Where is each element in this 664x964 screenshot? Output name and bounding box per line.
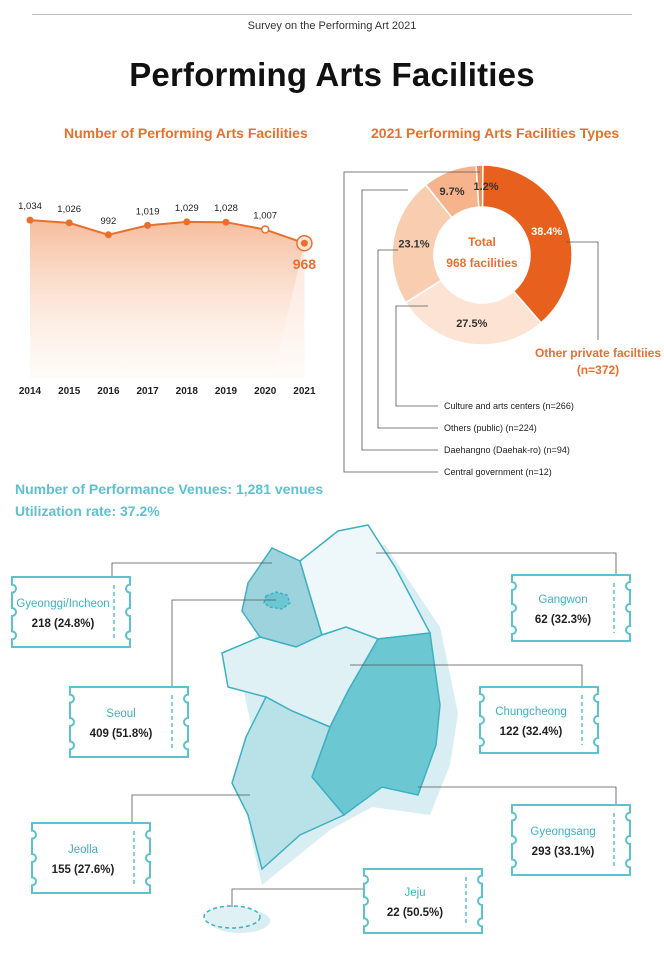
connector-gangwon xyxy=(376,552,617,575)
region-ticket xyxy=(511,804,631,876)
survey-label: Survey on the Performing Art 2021 xyxy=(247,20,417,32)
line-point xyxy=(260,225,270,234)
donut-chart: 38.4% 27.5% 23.1% 9.7% 1.2% Total 968 facili… xyxy=(343,164,661,477)
utilization-rate: Utilization rate: 37.2% xyxy=(15,503,160,519)
region-ticket xyxy=(479,686,599,754)
region-value: 218 (24.8%) xyxy=(32,618,95,630)
connector-jeju xyxy=(231,888,364,907)
region-value: 155 (27.6%) xyxy=(52,864,115,876)
connector-gyeonggi xyxy=(111,562,272,577)
donut-slice-label: 1.2% xyxy=(473,181,498,193)
region-gangwon xyxy=(299,524,432,640)
region-name: Jeolla xyxy=(68,844,99,856)
legend-central: Central government (n=12) xyxy=(444,467,552,477)
donut-slice-label: 23.1% xyxy=(398,238,429,250)
region-ticket xyxy=(11,576,131,648)
leader-line-others xyxy=(377,249,438,429)
region-ticket xyxy=(69,686,189,758)
region-ticket xyxy=(363,868,483,934)
line-data-label: 1,029 xyxy=(175,203,199,214)
line-data-label: 1,019 xyxy=(136,206,160,217)
x-tick-label: 2017 xyxy=(136,386,159,397)
region-value: 409 (51.8%) xyxy=(90,728,153,740)
line-data-label: 1,007 xyxy=(253,211,277,222)
x-tick-label: 2018 xyxy=(176,386,199,397)
legend-culture: Culture and arts centers (n=266) xyxy=(444,401,574,411)
line-point xyxy=(144,221,152,229)
line-point xyxy=(183,218,191,226)
line-point xyxy=(222,218,230,226)
donut-slice-label: 38.4% xyxy=(531,226,562,238)
header-rule xyxy=(32,14,632,15)
donut-slice xyxy=(481,164,573,324)
x-tick-label: 2016 xyxy=(97,386,120,397)
region-ticket xyxy=(31,822,151,894)
x-tick-label: 2015 xyxy=(58,386,81,397)
legend-daehangno: Daehangno (Daehak-ro) (n=94) xyxy=(444,445,570,455)
donut-center-facilities: 968 facilities xyxy=(446,256,518,270)
region-name: Chungcheong xyxy=(495,706,567,718)
connector-gyeongsang xyxy=(418,786,617,805)
line-point xyxy=(104,231,112,239)
leader-line-central xyxy=(343,171,480,473)
line-data-label: 968 xyxy=(293,256,317,272)
venues-title: Number of Performance Venues: 1,281 venu… xyxy=(15,481,324,497)
region-name: Gyeonggi/Incheon xyxy=(16,598,109,610)
line-point xyxy=(65,219,73,227)
page-title: Performing Arts Facilities xyxy=(129,56,535,93)
donut-slice-label: 27.5% xyxy=(456,318,487,330)
line-chart-title: Number of Performing Arts Facilities xyxy=(64,125,308,141)
connector-seoul xyxy=(171,599,276,687)
connector-jeolla xyxy=(131,794,250,823)
donut-slice-label: 9.7% xyxy=(439,186,464,198)
x-tick-label: 2019 xyxy=(215,386,238,397)
leader-line-culture xyxy=(395,305,438,407)
line-series xyxy=(29,219,305,245)
line-point xyxy=(26,216,34,224)
donut-center-total: Total xyxy=(468,235,496,249)
x-tick-label: 2021 xyxy=(293,386,316,397)
line-point xyxy=(300,239,308,247)
callout-private-label: Other private faciltiies xyxy=(535,346,661,360)
region-map: Gyeonggi/Incheon 218 (24.8%) Seoul 409 (51.… xyxy=(11,524,631,934)
region-name: Gangwon xyxy=(538,594,587,606)
line-chart: 1,034 2014 1,026 2015 992 2016 1,019 2017 1,029 2… xyxy=(18,201,317,397)
line-data-label: 1,028 xyxy=(214,203,238,214)
x-tick-label: 2014 xyxy=(19,386,42,397)
region-name: Gyeongsang xyxy=(530,826,595,838)
region-value: 293 (33.1%) xyxy=(532,846,595,858)
region-jeolla xyxy=(231,695,346,871)
region-value: 122 (32.4%) xyxy=(500,726,563,738)
region-seoul xyxy=(263,591,291,610)
donut-chart-title: 2021 Performing Arts Facilities Types xyxy=(371,125,620,141)
region-value: 22 (50.5%) xyxy=(387,907,443,919)
callout-private-count: (n=372) xyxy=(577,363,619,377)
region-gyeongsang xyxy=(311,632,441,817)
region-value: 62 (32.3%) xyxy=(535,614,591,626)
region-name: Jeju xyxy=(404,887,425,899)
line-data-label: 1,034 xyxy=(18,201,42,212)
region-jeju xyxy=(203,905,261,929)
line-data-label: 1,026 xyxy=(57,204,81,215)
legend-others-public: Others (public) (n=224) xyxy=(444,423,537,433)
line-area xyxy=(30,220,305,378)
region-name: Seoul xyxy=(106,708,135,720)
donut-slice xyxy=(475,164,484,208)
connector-chungcheong xyxy=(350,664,583,687)
x-tick-label: 2020 xyxy=(254,386,277,397)
line-data-label: 992 xyxy=(100,216,116,227)
leader-line-daehangno xyxy=(361,189,438,451)
leader-line-private xyxy=(566,241,599,340)
region-ticket xyxy=(511,574,631,642)
